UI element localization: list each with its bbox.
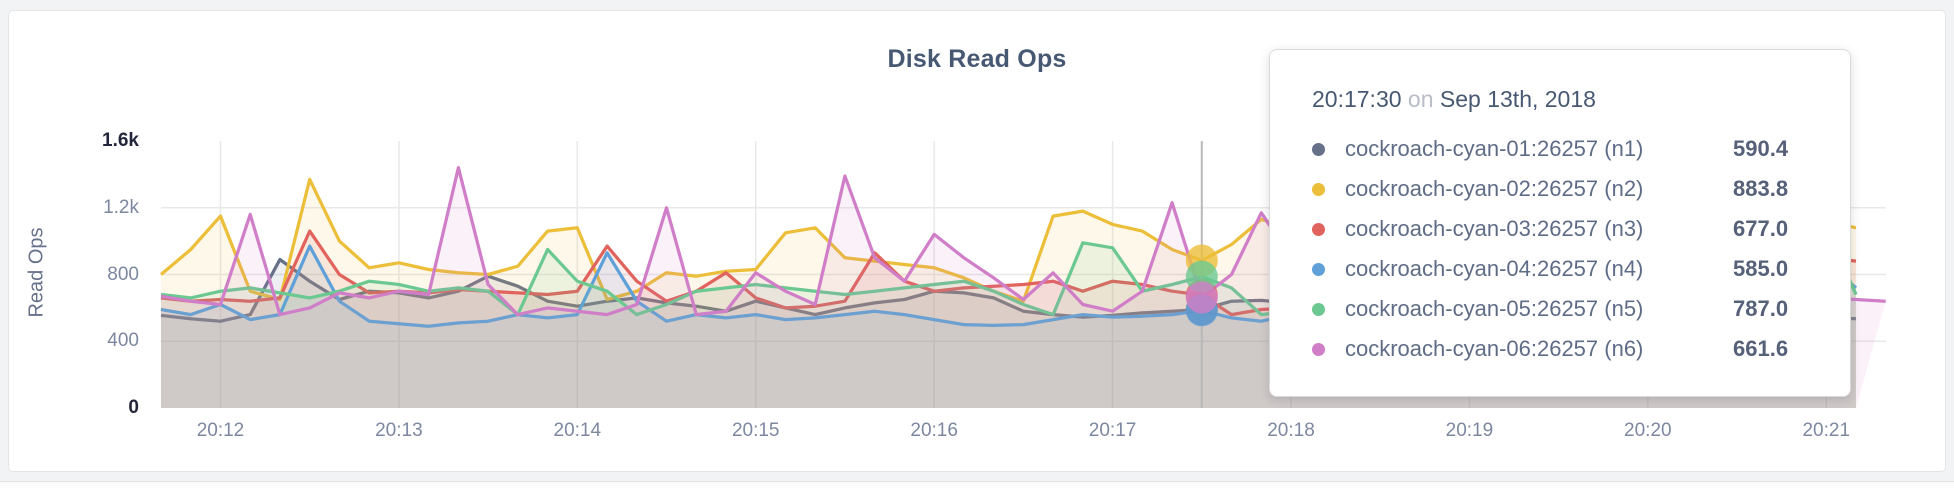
tooltip-row: cockroach-cyan-01:26257 (n1) 590.4	[1312, 129, 1810, 169]
series-color-dot	[1312, 342, 1325, 356]
series-value: 590.4	[1733, 136, 1789, 161]
y-tick-label: 800	[107, 263, 139, 285]
y-axis-label: Read Ops	[25, 227, 48, 318]
series-name: cockroach-cyan-05:26257 (n5)	[1345, 296, 1644, 321]
series-color-dot	[1312, 302, 1325, 316]
x-tick-label: 20:13	[375, 420, 423, 441]
series-name: cockroach-cyan-02:26257 (n2)	[1345, 176, 1644, 201]
y-tick-label: 0	[128, 397, 139, 418]
next-card-edge	[0, 481, 1954, 488]
tooltip-row: cockroach-cyan-05:26257 (n5) 787.0	[1312, 289, 1810, 329]
series-value: 585.0	[1733, 256, 1789, 281]
series-color-dot	[1312, 142, 1325, 156]
series-color-dot	[1312, 222, 1325, 236]
y-tick-label: 400	[107, 330, 139, 352]
x-tick-label: 20:18	[1267, 420, 1315, 441]
tooltip-row: cockroach-cyan-03:26257 (n3) 677.0	[1312, 209, 1810, 249]
chart-title: Disk Read Ops	[887, 45, 1067, 73]
y-tick-label: 1.2k	[103, 196, 139, 218]
tooltip-row: cockroach-cyan-04:26257 (n4) 585.0	[1312, 249, 1810, 289]
series-name: cockroach-cyan-03:26257 (n3)	[1345, 216, 1644, 241]
tooltip-on-word: on	[1407, 86, 1434, 112]
x-tick-label: 20:15	[731, 420, 780, 441]
series-value: 883.8	[1733, 176, 1789, 201]
x-tick-label: 20:12	[196, 420, 245, 441]
tooltip-header: 20:17:30 on Sep 13th, 2018	[1312, 86, 1810, 113]
x-tick-label: 20:17	[1088, 420, 1137, 441]
series-value: 787.0	[1733, 296, 1789, 321]
tooltip-date: Sep 13th, 2018	[1439, 86, 1596, 112]
chart-card: Disk Read Ops Read Ops 0 400 800 1.2k 1.6k 2…	[8, 10, 1946, 472]
series-value: 677.0	[1733, 216, 1789, 241]
hover-tooltip: 20:17:30 on Sep 13th, 2018 cockroach-cya…	[1269, 49, 1851, 397]
x-tick-label: 20:19	[1445, 420, 1494, 441]
series-name: cockroach-cyan-04:26257 (n4)	[1345, 256, 1644, 281]
x-tick-label: 20:21	[1802, 420, 1851, 441]
series-value: 661.6	[1733, 336, 1789, 361]
y-tick-label: 1.6k	[102, 130, 139, 151]
x-tick-label: 20:14	[553, 420, 602, 441]
series-color-dot	[1312, 262, 1325, 276]
x-tick-label: 20:20	[1624, 420, 1672, 441]
series-name: cockroach-cyan-01:26257 (n1)	[1345, 136, 1644, 161]
series-color-dot	[1312, 182, 1325, 196]
series-name: cockroach-cyan-06:26257 (n6)	[1345, 336, 1644, 361]
tooltip-row: cockroach-cyan-02:26257 (n2) 883.8	[1312, 169, 1810, 209]
x-tick-label: 20:16	[910, 420, 958, 441]
tooltip-row: cockroach-cyan-06:26257 (n6) 661.6	[1312, 329, 1810, 369]
tooltip-time: 20:17:30	[1312, 86, 1402, 112]
